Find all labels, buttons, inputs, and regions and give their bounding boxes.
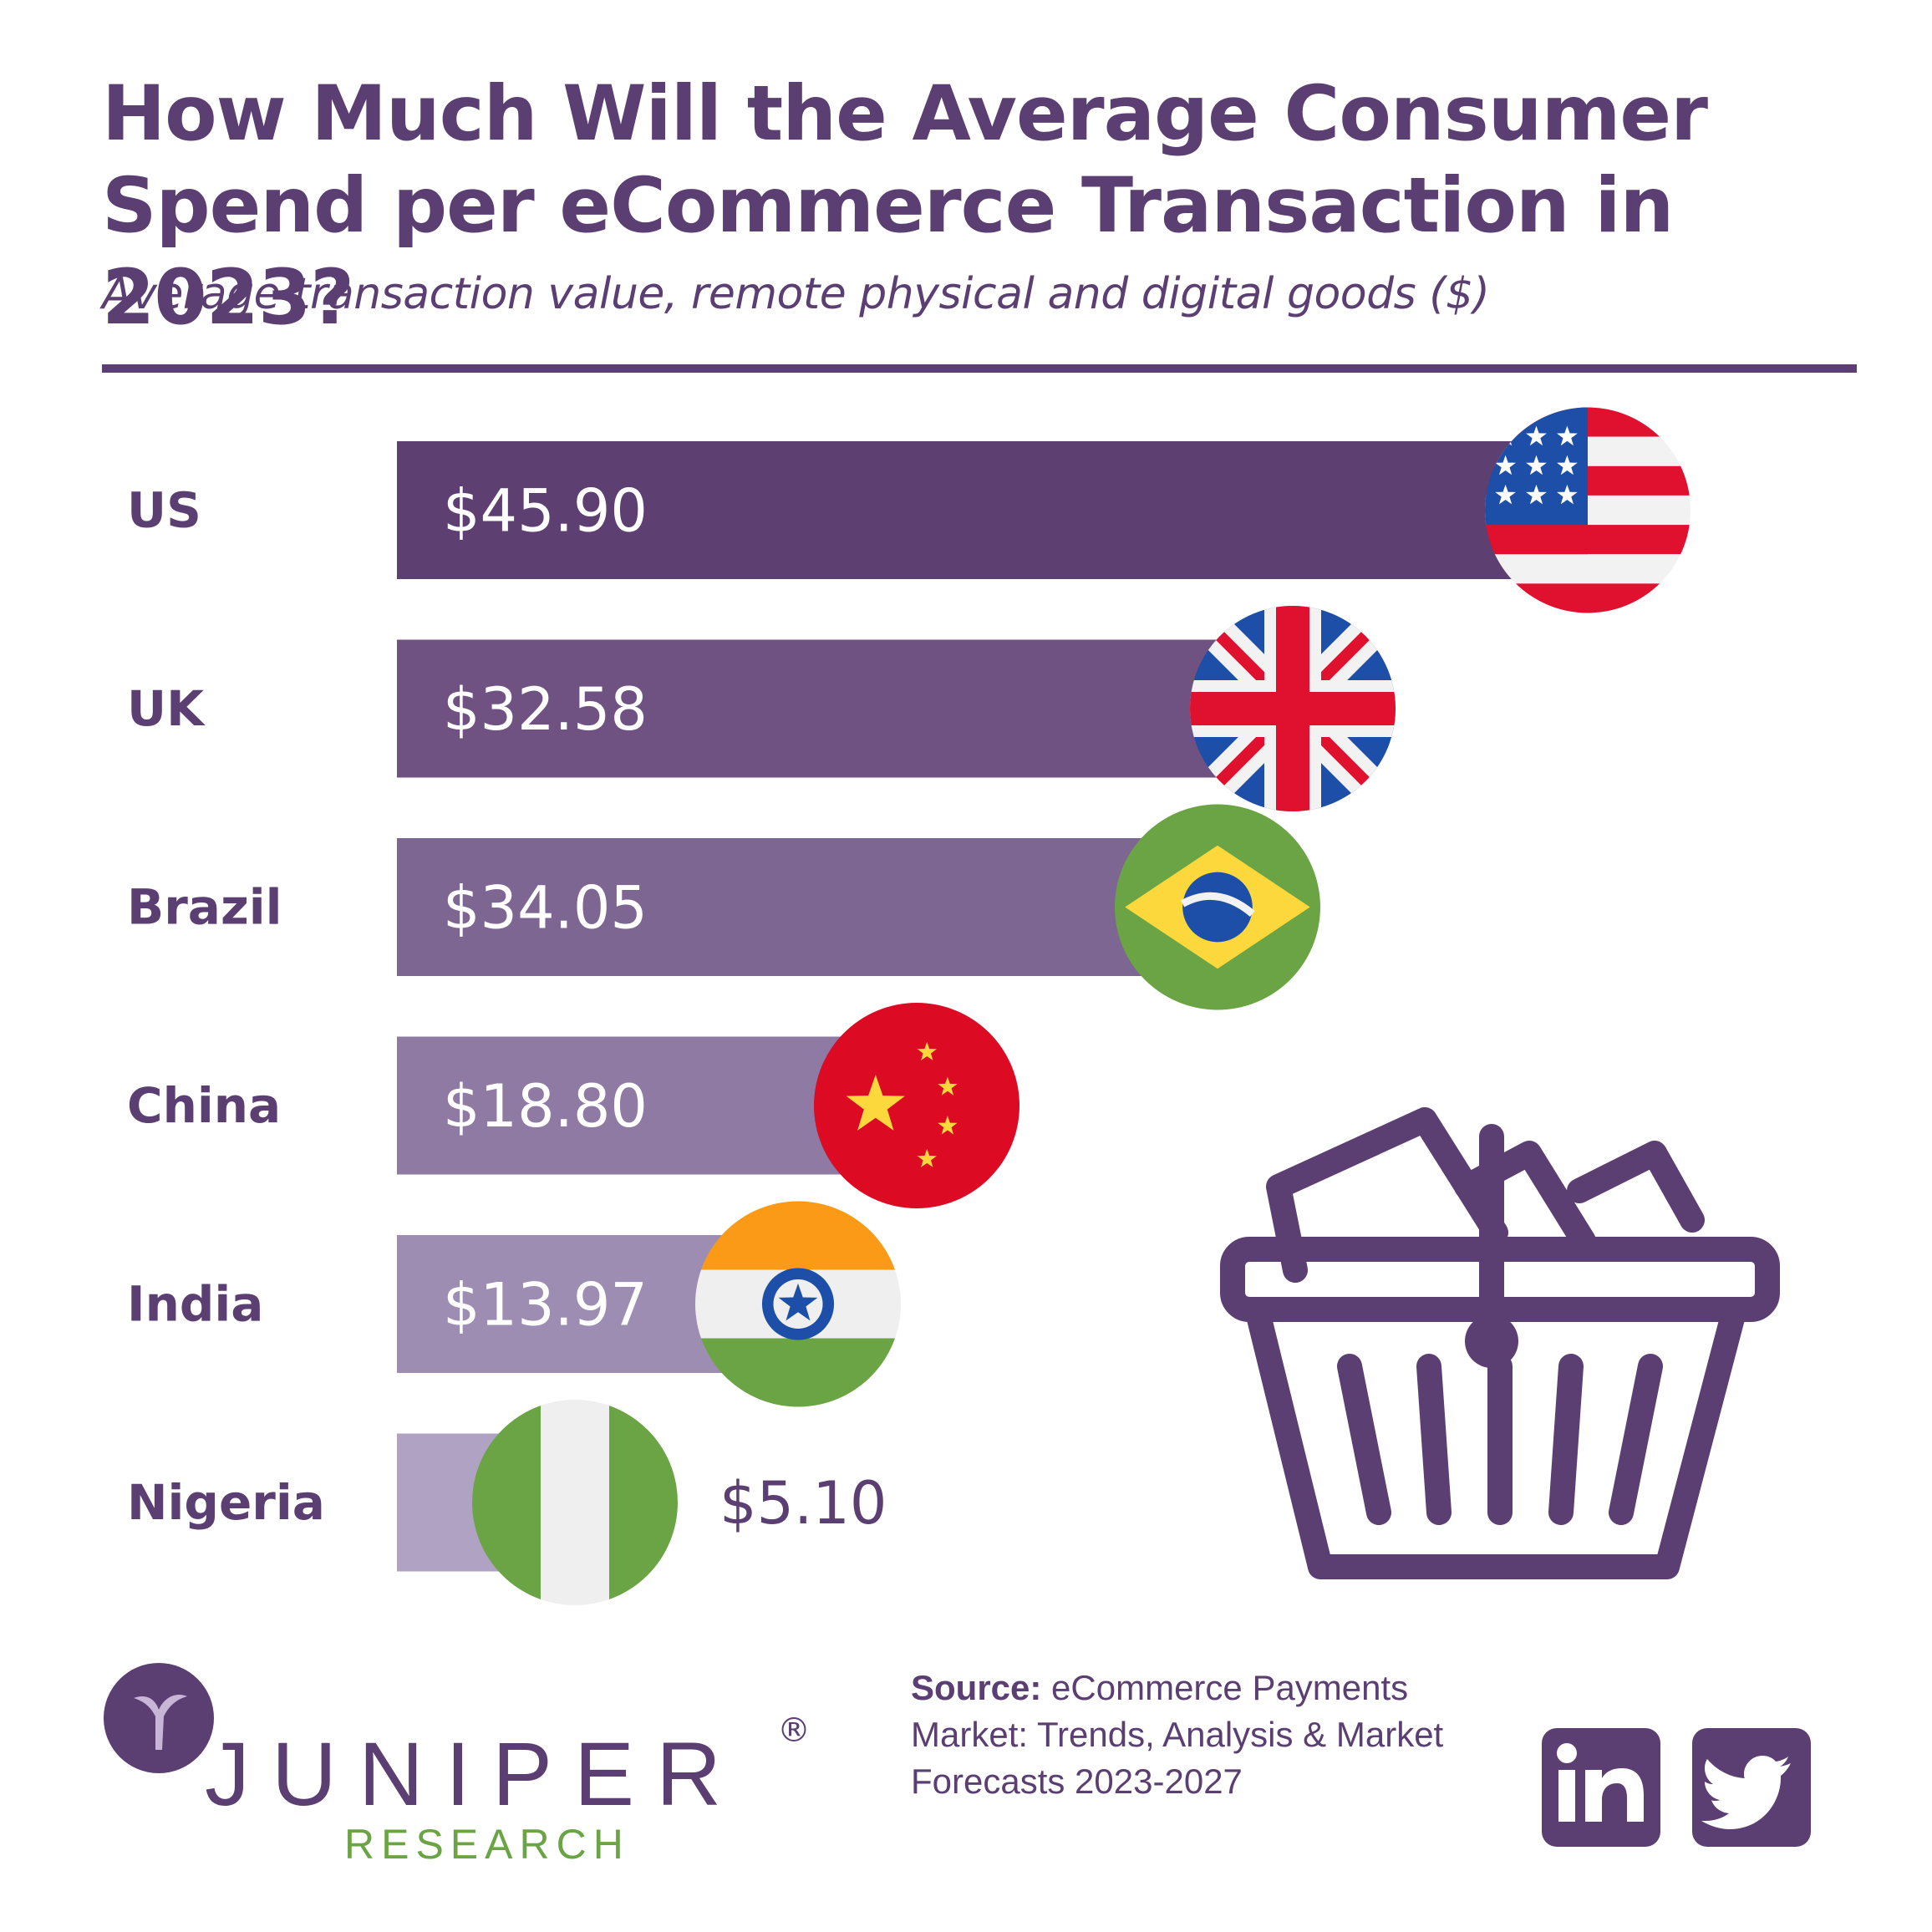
logo-subtitle: RESEARCH: [344, 1821, 630, 1868]
brazil-flag-icon: [1115, 804, 1320, 1010]
value-label-us: $45.90: [443, 477, 648, 546]
shopping-basket-icon: [1220, 1107, 1780, 1579]
uk-flag-icon: [1190, 606, 1396, 811]
linkedin-icon[interactable]: [1542, 1728, 1660, 1847]
title-line-1: How Much Will the Average Consumer: [102, 70, 1708, 158]
juniper-research-logo: JUNIPER ® RESEARCH: [100, 1663, 836, 1880]
title-line-2: Spend per eCommerce Transaction in 2023?: [102, 162, 1674, 342]
divider: [102, 364, 1857, 373]
page-title: How Much Will the Average Consumer Spend…: [102, 69, 1899, 344]
value-label-india: $13.97: [443, 1271, 648, 1340]
subtitle: Average transaction value, remote physic…: [102, 269, 1490, 319]
category-label-india: India: [127, 1276, 263, 1333]
category-label-brazil: Brazil: [127, 879, 282, 936]
nigeria-flag-icon: [472, 1400, 678, 1605]
value-label-brazil: $34.05: [443, 874, 648, 943]
source-label: Source:: [911, 1668, 1042, 1707]
twitter-icon[interactable]: [1692, 1728, 1811, 1847]
bar-brazil: [397, 838, 1218, 976]
logo-registered-mark: ®: [777, 1711, 811, 1750]
category-label-china: China: [127, 1077, 281, 1134]
bar-us: [397, 441, 1588, 579]
us-flag-icon: [1485, 407, 1690, 613]
value-label-nigeria: $5.10: [719, 1469, 887, 1538]
value-label-china: $18.80: [443, 1072, 648, 1141]
logo-wordmark: JUNIPER: [205, 1723, 744, 1824]
bar-chart: US $45.90 UK $32.58 Brazil $34.05 China $18.80 I…: [127, 407, 1690, 1605]
source-note: Source: eCommerce Payments Market: Trend…: [911, 1665, 1513, 1805]
source-text: eCommerce Payments Market: Trends, Analy…: [911, 1668, 1444, 1801]
category-label-nigeria: Nigeria: [127, 1474, 325, 1531]
india-flag-icon: [695, 1201, 901, 1407]
category-label-us: US: [127, 482, 201, 539]
china-flag-icon: [814, 1003, 1019, 1208]
bar-uk: [397, 639, 1293, 778]
juniper-logo-mark-icon: [104, 1663, 214, 1773]
category-label-uk: UK: [127, 680, 206, 737]
value-label-uk: $32.58: [443, 675, 648, 744]
